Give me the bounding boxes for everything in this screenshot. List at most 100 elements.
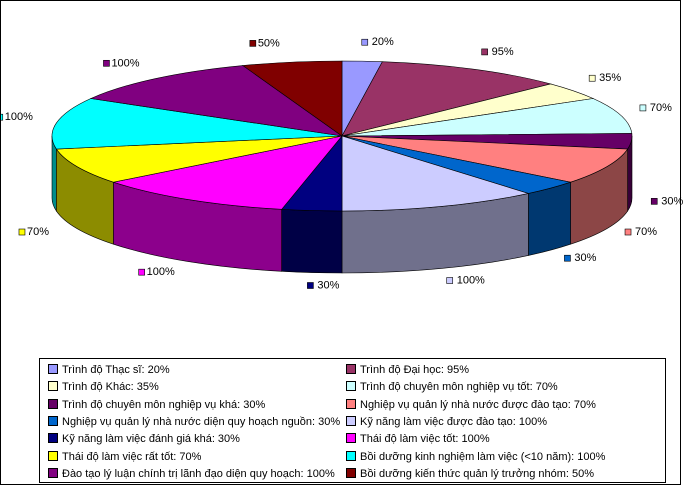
label-marker-7 — [446, 277, 454, 284]
label-marker-10 — [18, 228, 26, 236]
label-text-0: 20% — [372, 36, 394, 48]
data-label-4: 30% — [650, 195, 683, 207]
data-label-7: 100% — [446, 275, 485, 287]
pie-slice-11 — [51, 98, 343, 150]
legend-swatch-2 — [48, 381, 58, 392]
legend-swatch-5 — [346, 398, 356, 409]
legend-label-5: Nghiệp vụ quản lý nhà nước được đào tạo:… — [360, 398, 596, 411]
label-text-3: 70% — [650, 102, 672, 114]
pie-chart: 20% 95% 35% 70% 30% 70% 30% 100% 30% 100% 70% 100% 1… — [1, 36, 683, 292]
label-marker-4 — [650, 198, 658, 205]
legend-label-12: Đào tạo lý luận chính trị lãnh đạo diện … — [62, 467, 335, 480]
legend-swatch-1 — [346, 364, 356, 375]
legend-item-8: Kỹ năng làm việc đánh giá khá: 30% — [48, 430, 240, 448]
pie-side-8 — [281, 209, 343, 274]
legend-swatch-4 — [48, 398, 58, 409]
data-label-3: 70% — [639, 102, 672, 114]
label-marker-5 — [624, 228, 632, 236]
label-text-13: 50% — [258, 37, 280, 49]
legend-label-2: Trình độ Khác: 35% — [62, 381, 159, 394]
label-text-10: 70% — [27, 226, 49, 238]
pie-slice-3 — [341, 98, 633, 137]
label-marker-12 — [103, 59, 110, 67]
legend-item-6: Nghiệp vụ quản lý nhà nước diện quy hoạc… — [48, 413, 340, 431]
legend-item-2: Trình độ Khác: 35% — [48, 378, 159, 396]
legend-item-5: Nghiệp vụ quản lý nhà nước được đào tạo:… — [346, 396, 596, 414]
label-text-9: 100% — [147, 266, 175, 278]
legend-label-7: Kỹ năng làm việc được đào tạo: 100% — [360, 415, 548, 428]
legend-swatch-13 — [346, 467, 356, 478]
legend-label-6: Nghiệp vụ quản lý nhà nước diện quy hoạc… — [62, 415, 341, 428]
pie-labels: 20% 95% 35% 70% 30% 70% 30% 100% 30% 100% 70% 100% 1… — [1, 36, 683, 292]
data-label-0: 20% — [361, 36, 394, 48]
legend-label-13: Bồi dưỡng kiến thức quản lý trưởng nhóm:… — [360, 467, 595, 480]
legend-swatch-6 — [48, 415, 58, 426]
label-marker-9 — [138, 268, 145, 276]
pie-slice-1 — [341, 61, 552, 137]
legend-item-12: Đào tạo lý luận chính trị lãnh đạo diện … — [48, 465, 335, 483]
data-label-13: 50% — [249, 37, 280, 49]
legend-swatch-8 — [48, 433, 58, 444]
label-marker-3 — [639, 104, 647, 112]
legend-item-3: Trình độ chuyên môn nghiệp vụ tốt: 70% — [346, 378, 558, 396]
label-text-12: 100% — [111, 57, 139, 69]
legend-label-11: Bồi dưỡng kinh nghiệm làm việc (<10 năm)… — [360, 450, 606, 463]
label-text-6: 30% — [574, 252, 596, 264]
data-label-2: 35% — [588, 72, 621, 84]
legend-item-11: Bồi dưỡng kinh nghiệm làm việc (<10 năm)… — [346, 448, 605, 466]
label-marker-0 — [361, 38, 369, 46]
legend: Trình độ Thạc sĩ: 20% Trình độ Đại học: 9… — [39, 358, 666, 483]
pie-slice-9 — [112, 135, 343, 210]
legend-label-4: Trình độ chuyên môn nghiệp vụ khá: 30% — [62, 398, 266, 411]
data-label-8: 30% — [307, 280, 340, 292]
legend-swatch-10 — [48, 450, 58, 461]
legend-swatch-0 — [48, 364, 58, 375]
label-marker-6 — [564, 254, 571, 262]
label-text-5: 70% — [635, 226, 657, 238]
legend-swatch-11 — [346, 450, 356, 461]
legend-item-4: Trình độ chuyên môn nghiệp vụ khá: 30% — [48, 396, 265, 414]
legend-label-0: Trình độ Thạc sĩ: 20% — [62, 364, 170, 376]
legend-label-9: Thái độ làm việc tốt: 100% — [360, 433, 490, 446]
pie-slice-5 — [341, 135, 629, 183]
legend-swatch-3 — [346, 381, 356, 392]
legend-item-0: Trình độ Thạc sĩ: 20% — [48, 361, 170, 379]
legend-item-7: Kỹ năng làm việc được đào tạo: 100% — [346, 413, 547, 431]
label-marker-2 — [588, 74, 596, 82]
data-label-5: 70% — [624, 226, 657, 238]
label-marker-13 — [249, 40, 257, 47]
pie-slice-10 — [55, 135, 343, 183]
label-marker-11 — [1, 113, 4, 121]
data-label-12: 100% — [103, 57, 140, 69]
data-label-10: 70% — [18, 226, 49, 238]
label-text-11: 100% — [5, 111, 33, 123]
legend-label-1: Trình độ Đại học: 95% — [360, 364, 470, 376]
pie-slice-13 — [241, 60, 343, 137]
legend-label-8: Kỹ năng làm việc đánh giá khá: 30% — [62, 433, 240, 446]
data-label-1: 95% — [481, 46, 514, 58]
legend-item-9: Thái độ làm việc tốt: 100% — [346, 430, 490, 448]
legend-item-10: Thái độ làm việc rất tốt: 70% — [48, 448, 201, 466]
legend-item-1: Trình độ Đại học: 95% — [346, 361, 469, 379]
data-label-11: 100% — [1, 111, 33, 123]
legend-item-13: Bồi dưỡng kiến thức quản lý trưởng nhóm:… — [346, 465, 594, 483]
pie-slice-7 — [341, 135, 530, 212]
legend-label-3: Trình độ chuyên môn nghiệp vụ tốt: 70% — [360, 381, 558, 394]
pie-sides — [51, 135, 633, 274]
legend-label-10: Thái độ làm việc rất tốt: 70% — [62, 450, 202, 463]
label-text-7: 100% — [457, 275, 485, 287]
label-text-1: 95% — [492, 46, 514, 58]
pie-slice-12 — [89, 65, 343, 137]
label-text-2: 35% — [599, 72, 621, 84]
data-label-6: 30% — [564, 252, 597, 264]
label-text-8: 30% — [317, 280, 339, 292]
label-text-4: 30% — [661, 195, 683, 207]
label-marker-8 — [307, 282, 314, 289]
legend-swatch-12 — [48, 467, 58, 478]
pie-tops — [51, 60, 633, 212]
legend-swatch-9 — [346, 433, 356, 444]
label-marker-1 — [481, 48, 488, 56]
legend-swatch-7 — [346, 415, 356, 426]
data-label-9: 100% — [138, 266, 175, 278]
